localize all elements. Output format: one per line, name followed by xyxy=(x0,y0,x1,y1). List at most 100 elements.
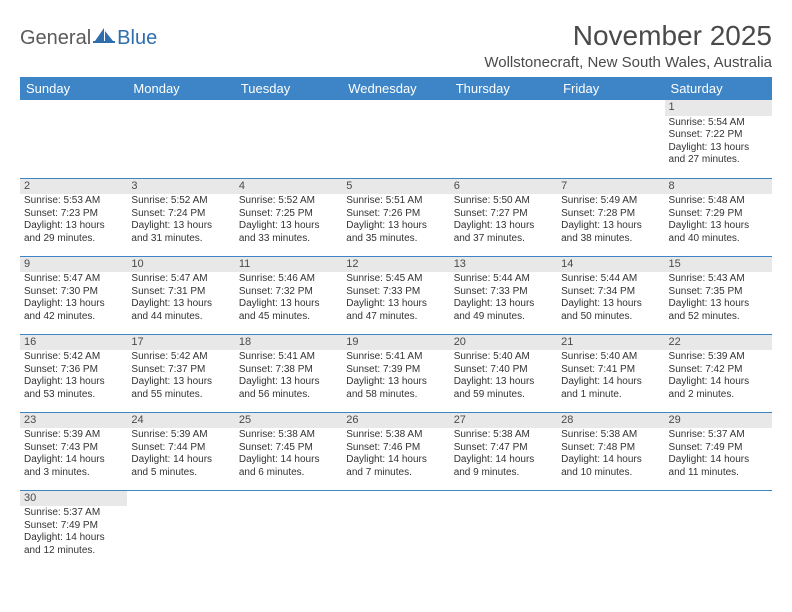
sunset-line: Sunset: 7:42 PM xyxy=(669,364,768,377)
day-content: Sunrise: 5:53 AMSunset: 7:23 PMDaylight:… xyxy=(20,194,127,247)
day-cell: 18Sunrise: 5:41 AMSunset: 7:38 PMDayligh… xyxy=(235,334,342,412)
day-number: 11 xyxy=(235,257,342,273)
sunset-line: Sunset: 7:31 PM xyxy=(131,286,230,299)
daylight-line: Daylight: 14 hours and 3 minutes. xyxy=(24,454,123,479)
day-number: 17 xyxy=(127,335,234,351)
day-number: 14 xyxy=(557,257,664,273)
daylight-line: Daylight: 13 hours and 44 minutes. xyxy=(131,298,230,323)
sunset-line: Sunset: 7:26 PM xyxy=(346,208,445,221)
sunset-line: Sunset: 7:23 PM xyxy=(24,208,123,221)
day-cell: 10Sunrise: 5:47 AMSunset: 7:31 PMDayligh… xyxy=(127,256,234,334)
day-content: Sunrise: 5:43 AMSunset: 7:35 PMDaylight:… xyxy=(665,272,772,325)
day-content: Sunrise: 5:40 AMSunset: 7:41 PMDaylight:… xyxy=(557,350,664,403)
daylight-line: Daylight: 13 hours and 47 minutes. xyxy=(346,298,445,323)
day-number: 23 xyxy=(20,413,127,429)
sunrise-line: Sunrise: 5:49 AM xyxy=(561,195,660,208)
sunset-line: Sunset: 7:30 PM xyxy=(24,286,123,299)
daylight-line: Daylight: 13 hours and 45 minutes. xyxy=(239,298,338,323)
day-content: Sunrise: 5:46 AMSunset: 7:32 PMDaylight:… xyxy=(235,272,342,325)
day-number: 30 xyxy=(20,491,127,507)
day-cell: 19Sunrise: 5:41 AMSunset: 7:39 PMDayligh… xyxy=(342,334,449,412)
day-header: Sunday xyxy=(20,77,127,100)
day-cell: 5Sunrise: 5:51 AMSunset: 7:26 PMDaylight… xyxy=(342,178,449,256)
sunrise-line: Sunrise: 5:38 AM xyxy=(346,429,445,442)
day-content: Sunrise: 5:39 AMSunset: 7:42 PMDaylight:… xyxy=(665,350,772,403)
day-content: Sunrise: 5:47 AMSunset: 7:31 PMDaylight:… xyxy=(127,272,234,325)
day-content: Sunrise: 5:45 AMSunset: 7:33 PMDaylight:… xyxy=(342,272,449,325)
daylight-line: Daylight: 14 hours and 10 minutes. xyxy=(561,454,660,479)
sunrise-line: Sunrise: 5:44 AM xyxy=(561,273,660,286)
sunset-line: Sunset: 7:44 PM xyxy=(131,442,230,455)
sunrise-line: Sunrise: 5:53 AM xyxy=(24,195,123,208)
sunrise-line: Sunrise: 5:54 AM xyxy=(669,117,768,130)
sunrise-line: Sunrise: 5:52 AM xyxy=(131,195,230,208)
day-content: Sunrise: 5:41 AMSunset: 7:38 PMDaylight:… xyxy=(235,350,342,403)
sunset-line: Sunset: 7:41 PM xyxy=(561,364,660,377)
empty-cell xyxy=(342,490,449,568)
day-content: Sunrise: 5:44 AMSunset: 7:33 PMDaylight:… xyxy=(450,272,557,325)
day-cell: 13Sunrise: 5:44 AMSunset: 7:33 PMDayligh… xyxy=(450,256,557,334)
empty-cell xyxy=(127,100,234,178)
sunrise-line: Sunrise: 5:45 AM xyxy=(346,273,445,286)
empty-cell xyxy=(450,100,557,178)
sunset-line: Sunset: 7:32 PM xyxy=(239,286,338,299)
daylight-line: Daylight: 13 hours and 50 minutes. xyxy=(561,298,660,323)
day-content: Sunrise: 5:39 AMSunset: 7:44 PMDaylight:… xyxy=(127,428,234,481)
sunrise-line: Sunrise: 5:38 AM xyxy=(454,429,553,442)
sunset-line: Sunset: 7:35 PM xyxy=(669,286,768,299)
daylight-line: Daylight: 14 hours and 6 minutes. xyxy=(239,454,338,479)
sunset-line: Sunset: 7:28 PM xyxy=(561,208,660,221)
daylight-line: Daylight: 13 hours and 52 minutes. xyxy=(669,298,768,323)
day-header: Friday xyxy=(557,77,664,100)
day-cell: 4Sunrise: 5:52 AMSunset: 7:25 PMDaylight… xyxy=(235,178,342,256)
sunset-line: Sunset: 7:49 PM xyxy=(24,520,123,533)
day-content: Sunrise: 5:38 AMSunset: 7:46 PMDaylight:… xyxy=(342,428,449,481)
sunset-line: Sunset: 7:40 PM xyxy=(454,364,553,377)
daylight-line: Daylight: 13 hours and 27 minutes. xyxy=(669,142,768,167)
day-number: 12 xyxy=(342,257,449,273)
sunrise-line: Sunrise: 5:46 AM xyxy=(239,273,338,286)
day-content: Sunrise: 5:37 AMSunset: 7:49 PMDaylight:… xyxy=(20,506,127,559)
day-number: 22 xyxy=(665,335,772,351)
daylight-line: Daylight: 13 hours and 35 minutes. xyxy=(346,220,445,245)
sunrise-line: Sunrise: 5:50 AM xyxy=(454,195,553,208)
empty-cell xyxy=(450,490,557,568)
sail-icon xyxy=(93,26,115,50)
day-header: Saturday xyxy=(665,77,772,100)
day-cell: 20Sunrise: 5:40 AMSunset: 7:40 PMDayligh… xyxy=(450,334,557,412)
week-row: 23Sunrise: 5:39 AMSunset: 7:43 PMDayligh… xyxy=(20,412,772,490)
day-content: Sunrise: 5:50 AMSunset: 7:27 PMDaylight:… xyxy=(450,194,557,247)
day-cell: 16Sunrise: 5:42 AMSunset: 7:36 PMDayligh… xyxy=(20,334,127,412)
daylight-line: Daylight: 13 hours and 31 minutes. xyxy=(131,220,230,245)
sunset-line: Sunset: 7:25 PM xyxy=(239,208,338,221)
daylight-line: Daylight: 13 hours and 40 minutes. xyxy=(669,220,768,245)
day-of-week-row: SundayMondayTuesdayWednesdayThursdayFrid… xyxy=(20,77,772,100)
empty-cell xyxy=(557,100,664,178)
day-content: Sunrise: 5:38 AMSunset: 7:47 PMDaylight:… xyxy=(450,428,557,481)
sunrise-line: Sunrise: 5:38 AM xyxy=(561,429,660,442)
day-number: 18 xyxy=(235,335,342,351)
logo-text-blue: Blue xyxy=(117,27,157,50)
sunset-line: Sunset: 7:39 PM xyxy=(346,364,445,377)
daylight-line: Daylight: 13 hours and 38 minutes. xyxy=(561,220,660,245)
day-content: Sunrise: 5:41 AMSunset: 7:39 PMDaylight:… xyxy=(342,350,449,403)
daylight-line: Daylight: 13 hours and 42 minutes. xyxy=(24,298,123,323)
month-title: November 2025 xyxy=(484,20,772,52)
daylight-line: Daylight: 13 hours and 33 minutes. xyxy=(239,220,338,245)
day-number: 7 xyxy=(557,179,664,195)
day-content: Sunrise: 5:42 AMSunset: 7:36 PMDaylight:… xyxy=(20,350,127,403)
sunrise-line: Sunrise: 5:38 AM xyxy=(239,429,338,442)
sunset-line: Sunset: 7:29 PM xyxy=(669,208,768,221)
day-cell: 7Sunrise: 5:49 AMSunset: 7:28 PMDaylight… xyxy=(557,178,664,256)
day-number: 16 xyxy=(20,335,127,351)
daylight-line: Daylight: 14 hours and 7 minutes. xyxy=(346,454,445,479)
day-number: 9 xyxy=(20,257,127,273)
day-number: 20 xyxy=(450,335,557,351)
day-content: Sunrise: 5:39 AMSunset: 7:43 PMDaylight:… xyxy=(20,428,127,481)
sunset-line: Sunset: 7:33 PM xyxy=(454,286,553,299)
sunrise-line: Sunrise: 5:47 AM xyxy=(24,273,123,286)
sunset-line: Sunset: 7:48 PM xyxy=(561,442,660,455)
header: General Blue November 2025 Wollstonecraf… xyxy=(20,20,772,71)
day-content: Sunrise: 5:48 AMSunset: 7:29 PMDaylight:… xyxy=(665,194,772,247)
day-cell: 14Sunrise: 5:44 AMSunset: 7:34 PMDayligh… xyxy=(557,256,664,334)
